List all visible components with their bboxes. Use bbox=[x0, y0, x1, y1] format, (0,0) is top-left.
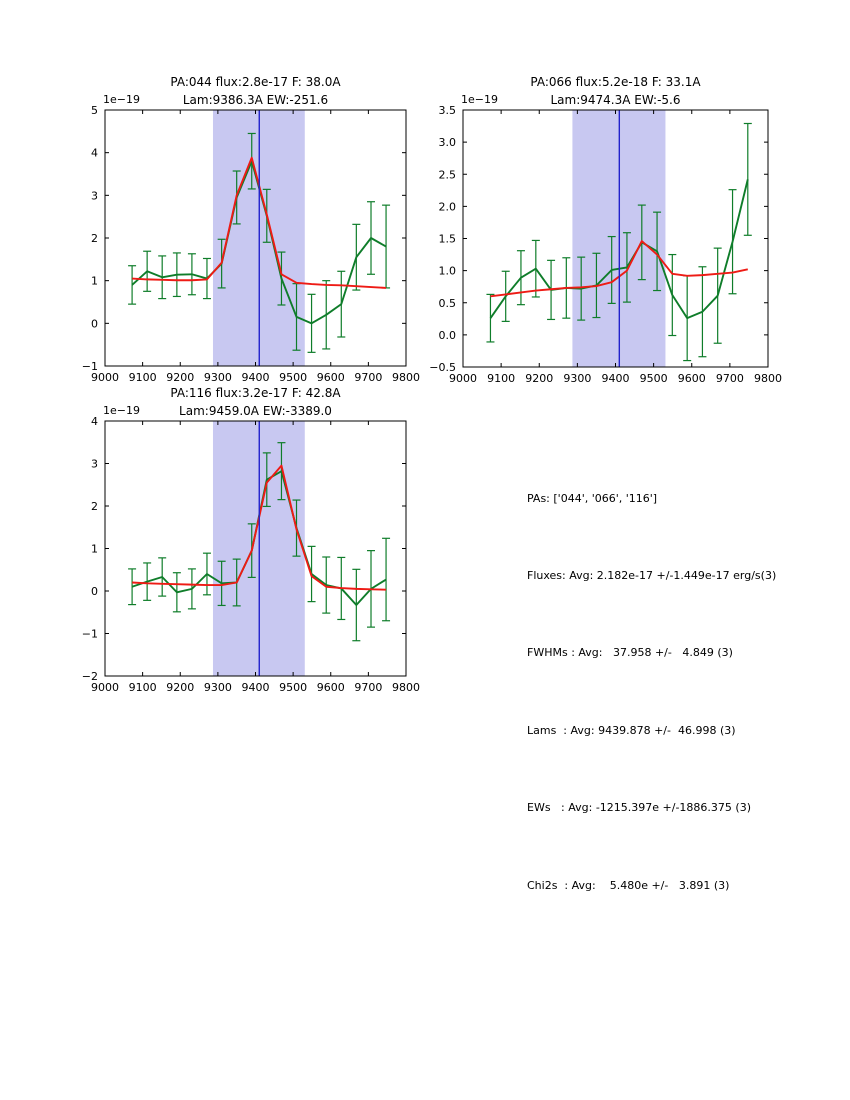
y-tick-label: −1 bbox=[82, 628, 98, 641]
y-tick-label: 3 bbox=[91, 458, 98, 471]
x-tick-label: 9200 bbox=[166, 681, 194, 694]
x-tick-label: 9600 bbox=[678, 372, 706, 385]
x-tick-label: 9500 bbox=[279, 681, 307, 694]
y-tick-label: 0 bbox=[91, 317, 98, 330]
x-tick-label: 9200 bbox=[166, 371, 194, 384]
chart-title-line1: PA:116 flux:3.2e-17 F: 42.8A bbox=[170, 386, 341, 400]
chart-pa116: 9000 9100 9200 9300 9400 9500 9600 9700 9800 4 3 2 1… bbox=[82, 386, 420, 694]
y-tick-label: 0.5 bbox=[439, 297, 457, 310]
fit-summary-panel: PAs: ['044', '066', '116'] Fluxes: Avg: … bbox=[527, 434, 776, 950]
x-tick-label: 9000 bbox=[91, 371, 119, 384]
y-tick-label: 2.0 bbox=[439, 200, 457, 213]
y-tick-label: −1 bbox=[82, 360, 98, 373]
x-tick-label: 9100 bbox=[129, 371, 157, 384]
x-tick-label: 9600 bbox=[317, 371, 345, 384]
y-tick-label: 1 bbox=[91, 543, 98, 556]
summary-line-chi2s: Chi2s : Avg: 5.480e +/- 3.891 (3) bbox=[527, 878, 730, 892]
x-tick-label: 9300 bbox=[204, 371, 232, 384]
chart-pa066: 9000 9100 9200 9300 9400 9500 9600 9700 9800 3.5 3… bbox=[429, 75, 782, 385]
y-tick-label: 3.0 bbox=[439, 136, 457, 149]
y-tick-label: 3.5 bbox=[439, 104, 457, 117]
x-tick-label: 9800 bbox=[392, 681, 420, 694]
y-tick-label: 2.5 bbox=[439, 168, 457, 181]
x-tick-label: 9200 bbox=[525, 372, 553, 385]
y-tick-label: 5 bbox=[91, 104, 98, 117]
summary-line-ews: EWs : Avg: -1215.397e +/-1886.375 (3) bbox=[527, 801, 752, 815]
x-tick-label: 9500 bbox=[279, 371, 307, 384]
summary-line-fluxes: Fluxes: Avg: 2.182e-17 +/-1.449e-17 erg/… bbox=[527, 568, 777, 582]
x-tick-label: 9500 bbox=[640, 372, 668, 385]
x-tick-label: 9000 bbox=[449, 372, 477, 385]
chart-title-line1: PA:066 flux:5.2e-18 F: 33.1A bbox=[530, 75, 701, 89]
x-tick-label: 9800 bbox=[754, 372, 782, 385]
x-tick-label: 9300 bbox=[563, 372, 591, 385]
chart-title-line2: Lam:9474.3A EW:-5.6 bbox=[551, 93, 681, 107]
x-tick-label: 9000 bbox=[91, 681, 119, 694]
y-axis-offset-label: 1e−19 bbox=[103, 93, 140, 106]
x-tick-label: 9100 bbox=[129, 681, 157, 694]
chart-pa044: 9000 9100 9200 9300 9400 9500 9600 9700 9800 5 4 3 2… bbox=[82, 75, 420, 384]
axis-ticks bbox=[462, 109, 769, 368]
y-tick-label: 2 bbox=[91, 500, 98, 513]
x-tick-label: 9400 bbox=[242, 371, 270, 384]
summary-line-fwhms: FWHMs : Avg: 37.958 +/- 4.849 (3) bbox=[527, 646, 733, 660]
y-tick-label: −0.5 bbox=[429, 361, 456, 374]
y-axis-offset-label: 1e−19 bbox=[103, 404, 140, 417]
y-tick-label: 4 bbox=[91, 415, 98, 428]
y-tick-label: 0 bbox=[91, 585, 98, 598]
axis-tick-labels: 9000 9100 9200 9300 9400 9500 9600 9700 9800 4 3 2 1… bbox=[82, 415, 420, 694]
y-axis-offset-label: 1e−19 bbox=[461, 93, 498, 106]
y-tick-label: −2 bbox=[82, 670, 98, 683]
x-tick-label: 9700 bbox=[354, 681, 382, 694]
chart-title-line2: Lam:9386.3A EW:-251.6 bbox=[183, 93, 328, 107]
x-tick-label: 9700 bbox=[354, 371, 382, 384]
y-tick-label: 1.5 bbox=[439, 233, 457, 246]
y-tick-label: 0.0 bbox=[439, 329, 457, 342]
x-tick-label: 9700 bbox=[716, 372, 744, 385]
axis-ticks bbox=[104, 420, 407, 677]
x-tick-label: 9600 bbox=[317, 681, 345, 694]
axis-tick-labels: 9000 9100 9200 9300 9400 9500 9600 9700 9800 5 4 3 2… bbox=[82, 104, 420, 384]
x-tick-label: 9100 bbox=[487, 372, 515, 385]
y-tick-label: 1.0 bbox=[439, 265, 457, 278]
y-tick-label: 3 bbox=[91, 189, 98, 202]
x-tick-label: 9300 bbox=[204, 681, 232, 694]
chart-title-line2: Lam:9459.0A EW:-3389.0 bbox=[179, 404, 332, 418]
y-tick-label: 2 bbox=[91, 232, 98, 245]
chart-title-line1: PA:044 flux:2.8e-17 F: 38.0A bbox=[170, 75, 341, 89]
summary-line-lams: Lams : Avg: 9439.878 +/- 46.998 (3) bbox=[527, 723, 736, 737]
x-tick-label: 9800 bbox=[392, 371, 420, 384]
y-tick-label: 4 bbox=[91, 147, 98, 160]
summary-line-pas: PAs: ['044', '066', '116'] bbox=[527, 491, 658, 505]
axis-tick-labels: 9000 9100 9200 9300 9400 9500 9600 9700 9800 3.5 3… bbox=[429, 104, 782, 385]
x-tick-label: 9400 bbox=[242, 681, 270, 694]
x-tick-label: 9400 bbox=[602, 372, 630, 385]
y-tick-label: 1 bbox=[91, 275, 98, 288]
axis-ticks bbox=[104, 109, 407, 367]
